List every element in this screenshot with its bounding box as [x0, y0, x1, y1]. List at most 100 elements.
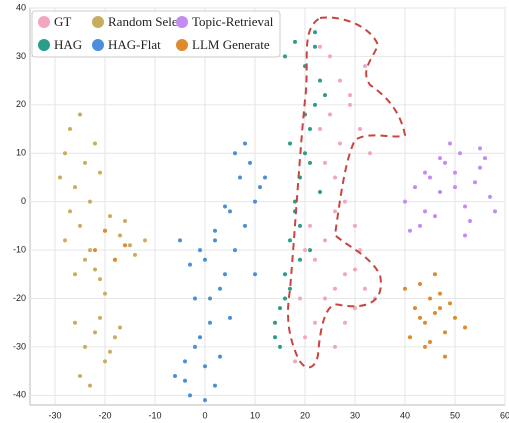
scatter-point — [493, 209, 497, 214]
scatter-point — [313, 102, 317, 107]
scatter-point — [303, 335, 307, 340]
scatter-point — [488, 194, 492, 199]
scatter-point — [318, 78, 322, 83]
scatter-point — [83, 257, 87, 262]
scatter-point — [463, 204, 467, 209]
scatter-point — [103, 359, 107, 364]
scatter-point — [308, 160, 312, 165]
scatter-point — [333, 286, 337, 291]
scatter-point — [233, 151, 237, 156]
scatter-point — [313, 257, 317, 262]
scatter-point — [423, 170, 427, 175]
scatter-point — [228, 209, 232, 214]
scatter-point — [408, 335, 412, 340]
x-tick-label: 40 — [400, 410, 410, 420]
scatter-point — [98, 170, 102, 175]
scatter-point — [118, 233, 122, 238]
y-tick-label: 20 — [16, 99, 26, 109]
scatter-point — [293, 359, 297, 364]
scatter-point — [428, 175, 432, 180]
scatter-point — [263, 175, 267, 180]
scatter-point — [198, 335, 202, 340]
scatter-point — [113, 257, 117, 262]
scatter-point — [278, 344, 282, 349]
scatter-point — [323, 160, 327, 165]
scatter-point — [283, 296, 287, 301]
legend-label: LLM Generate — [192, 37, 270, 52]
scatter-point — [93, 330, 97, 335]
scatter-point — [188, 262, 192, 267]
scatter-point — [223, 272, 227, 277]
scatter-point — [443, 330, 447, 335]
scatter-point — [318, 189, 322, 194]
scatter-point — [328, 112, 332, 117]
scatter-point — [298, 257, 302, 262]
scatter-point — [133, 252, 137, 257]
scatter-point — [73, 185, 77, 190]
scatter-point — [313, 30, 317, 35]
scatter-point — [58, 175, 62, 180]
scatter-point — [318, 44, 322, 49]
x-tick-label: 50 — [450, 410, 460, 420]
scatter-point — [333, 209, 337, 214]
scatter-point — [433, 311, 437, 316]
legend-label: Topic-Retrieval — [192, 14, 274, 29]
scatter-point — [348, 102, 352, 107]
scatter-point — [468, 219, 472, 224]
scatter-point — [213, 238, 217, 243]
scatter-point — [288, 286, 292, 291]
scatter-point — [283, 272, 287, 277]
scatter-point — [208, 320, 212, 325]
scatter-point — [438, 156, 442, 161]
scatter-point — [433, 214, 437, 219]
scatter-point — [223, 204, 227, 209]
scatter-point — [88, 248, 92, 253]
scatter-point — [463, 233, 467, 238]
scatter-point — [358, 127, 362, 132]
scatter-point — [103, 291, 107, 296]
scatter-point — [78, 223, 82, 228]
scatter-point — [273, 335, 277, 340]
scatter-point — [78, 112, 82, 117]
scatter-point — [448, 301, 452, 306]
y-tick-label: -20 — [13, 293, 26, 303]
y-tick-label: 10 — [16, 148, 26, 158]
legend-marker — [92, 16, 104, 28]
scatter-point — [68, 209, 72, 214]
y-tick-label: -30 — [13, 341, 26, 351]
legend-label: Random Select — [108, 14, 187, 29]
scatter-point — [448, 141, 452, 146]
scatter-point — [318, 127, 322, 132]
scatter-point — [303, 248, 307, 253]
scatter-point — [428, 296, 432, 301]
scatter-point — [333, 344, 337, 349]
scatter-point — [213, 228, 217, 233]
scatter-point — [408, 228, 412, 233]
legend-marker — [176, 39, 188, 51]
scatter-point — [313, 320, 317, 325]
scatter-point — [198, 248, 202, 253]
scatter-point — [253, 272, 257, 277]
x-tick-label: -20 — [98, 410, 111, 420]
scatter-point — [298, 296, 302, 301]
scatter-point — [343, 320, 347, 325]
scatter-point — [353, 223, 357, 228]
scatter-point — [283, 54, 287, 59]
plot-area — [29, 7, 506, 406]
scatter-point — [453, 315, 457, 320]
scatter-point — [343, 272, 347, 277]
scatter-point — [98, 277, 102, 282]
legend-marker — [176, 16, 188, 28]
scatter-point — [253, 199, 257, 204]
scatter-point — [293, 39, 297, 44]
scatter-point — [418, 315, 422, 320]
scatter-point — [218, 354, 222, 359]
scatter-point — [203, 364, 207, 369]
scatter-point — [323, 296, 327, 301]
scatter-point — [183, 359, 187, 364]
scatter-point — [438, 189, 442, 194]
scatter-point — [358, 248, 362, 253]
scatter-point — [418, 223, 422, 228]
scatter-point — [323, 238, 327, 243]
legend-marker — [38, 16, 50, 28]
